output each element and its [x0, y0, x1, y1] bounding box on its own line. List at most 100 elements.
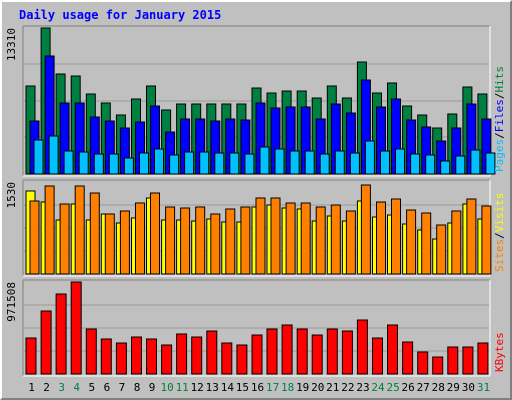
bar-pages-day-13: [214, 152, 225, 175]
bar-pages-day-3: [63, 150, 74, 175]
day-label-2: 2: [43, 381, 50, 394]
bar-kbytes-day-31: [477, 342, 489, 375]
day-label-22: 22: [341, 381, 354, 394]
bar-sites-day-9: [150, 192, 160, 275]
bar-sites-day-13: [210, 213, 221, 275]
panel-bottom-legend: KBytes: [493, 332, 506, 372]
bar-sites-day-6: [104, 213, 115, 275]
legend-hits: Hits: [493, 66, 506, 93]
bar-pages-day-11: [184, 151, 195, 175]
bar-kbytes-day-13: [206, 330, 218, 375]
bar-pages-day-30: [470, 149, 481, 175]
bar-kbytes-day-28: [432, 356, 444, 375]
bar-kbytes-day-29: [447, 346, 459, 375]
day-label-4: 4: [73, 381, 80, 394]
bar-sites-day-21: [330, 204, 341, 275]
bar-kbytes-day-21: [326, 328, 338, 375]
day-label-5: 5: [88, 381, 95, 394]
bar-pages-day-27: [425, 154, 436, 175]
bar-sites-day-16: [255, 197, 266, 275]
bar-sites-day-23: [360, 184, 371, 275]
bar-sites-day-1: [29, 200, 40, 275]
bar-sites-day-26: [406, 209, 417, 275]
bar-pages-day-18: [289, 150, 300, 175]
panel-middle-legend: Sites/Visits: [493, 193, 506, 273]
panel-middle-legend-text: Sites/Visits: [493, 193, 506, 273]
bar-pages-day-14: [229, 152, 240, 175]
bar-pages-day-23: [364, 140, 375, 175]
bar-pages-day-19: [304, 150, 315, 175]
bar-pages-day-15: [244, 153, 255, 175]
bar-pages-day-2: [48, 135, 59, 175]
day-label-12: 12: [191, 381, 204, 394]
day-label-21: 21: [326, 381, 339, 394]
day-label-3: 3: [58, 381, 65, 394]
day-label-24: 24: [371, 381, 385, 394]
panel-middle: 1530: [5, 179, 492, 277]
day-label-1: 1: [28, 381, 35, 394]
bar-pages-day-20: [319, 153, 330, 175]
bar-kbytes-day-4: [70, 281, 82, 375]
bar-pages-day-8: [139, 152, 149, 175]
bar-pages-day-10: [169, 154, 180, 175]
day-label-13: 13: [206, 381, 219, 394]
bar-pages-day-4: [78, 151, 89, 175]
bar-kbytes-day-12: [191, 336, 203, 375]
day-label-27: 27: [417, 381, 430, 394]
bar-sites-day-30: [466, 198, 477, 275]
bar-sites-day-27: [421, 212, 432, 275]
bar-sites-day-12: [195, 206, 206, 275]
bar-pages-day-26: [410, 153, 421, 175]
panel-top-legend-text: Pages/Files/Hits: [493, 66, 506, 172]
bar-sites-day-11: [180, 207, 191, 275]
bar-pages-day-31: [485, 152, 496, 175]
bar-kbytes-day-9: [146, 338, 157, 375]
day-label-17: 17: [266, 381, 279, 394]
panel-bottom-legend-text: KBytes: [493, 332, 506, 372]
bar-kbytes-day-26: [402, 341, 414, 375]
day-label-6: 6: [104, 381, 111, 394]
bar-pages-day-24: [380, 150, 390, 175]
panel-top: 13310: [5, 25, 496, 177]
day-label-19: 19: [296, 381, 309, 394]
bar-pages-day-1: [33, 139, 44, 175]
bar-pages-day-7: [123, 157, 134, 175]
bar-kbytes-day-5: [85, 328, 97, 375]
bar-pages-day-22: [349, 152, 360, 175]
bar-pages-day-9: [154, 148, 164, 175]
bar-sites-day-17: [270, 197, 281, 275]
day-label-30: 30: [462, 381, 475, 394]
bar-kbytes-day-25: [387, 324, 398, 375]
bar-kbytes-day-30: [462, 346, 474, 375]
day-label-26: 26: [401, 381, 414, 394]
day-label-28: 28: [432, 381, 445, 394]
day-label-29: 29: [447, 381, 460, 394]
bar-kbytes-day-19: [296, 328, 308, 375]
bar-pages-day-16: [259, 146, 270, 175]
legend-visits: Visits: [493, 193, 506, 233]
bar-sites-day-15: [240, 206, 251, 275]
bar-sites-day-2: [44, 185, 55, 275]
bar-pages-day-25: [395, 148, 405, 175]
bar-sites-day-14: [225, 208, 236, 275]
bar-pages-day-29: [455, 155, 466, 175]
bar-sites-day-24: [376, 201, 386, 275]
bar-sites-day-31: [481, 205, 492, 275]
bar-pages-day-21: [334, 150, 345, 175]
bar-kbytes-day-24: [372, 337, 383, 375]
bar-kbytes-day-15: [236, 344, 248, 375]
bar-kbytes-day-17: [266, 328, 278, 375]
chart-title: Daily usage for January 2015: [19, 8, 221, 22]
bar-pages-day-28: [440, 160, 451, 175]
bar-kbytes-day-27: [417, 351, 429, 375]
bar-sites-day-25: [391, 198, 401, 275]
day-label-9: 9: [149, 381, 156, 394]
bar-kbytes-day-11: [176, 333, 188, 375]
bar-sites-day-7: [119, 210, 130, 275]
bar-kbytes-day-14: [221, 342, 233, 375]
day-label-25: 25: [386, 381, 399, 394]
day-label-16: 16: [251, 381, 264, 394]
day-label-18: 18: [281, 381, 294, 394]
legend-separator: /: [493, 232, 506, 239]
bar-kbytes-day-3: [55, 293, 67, 375]
